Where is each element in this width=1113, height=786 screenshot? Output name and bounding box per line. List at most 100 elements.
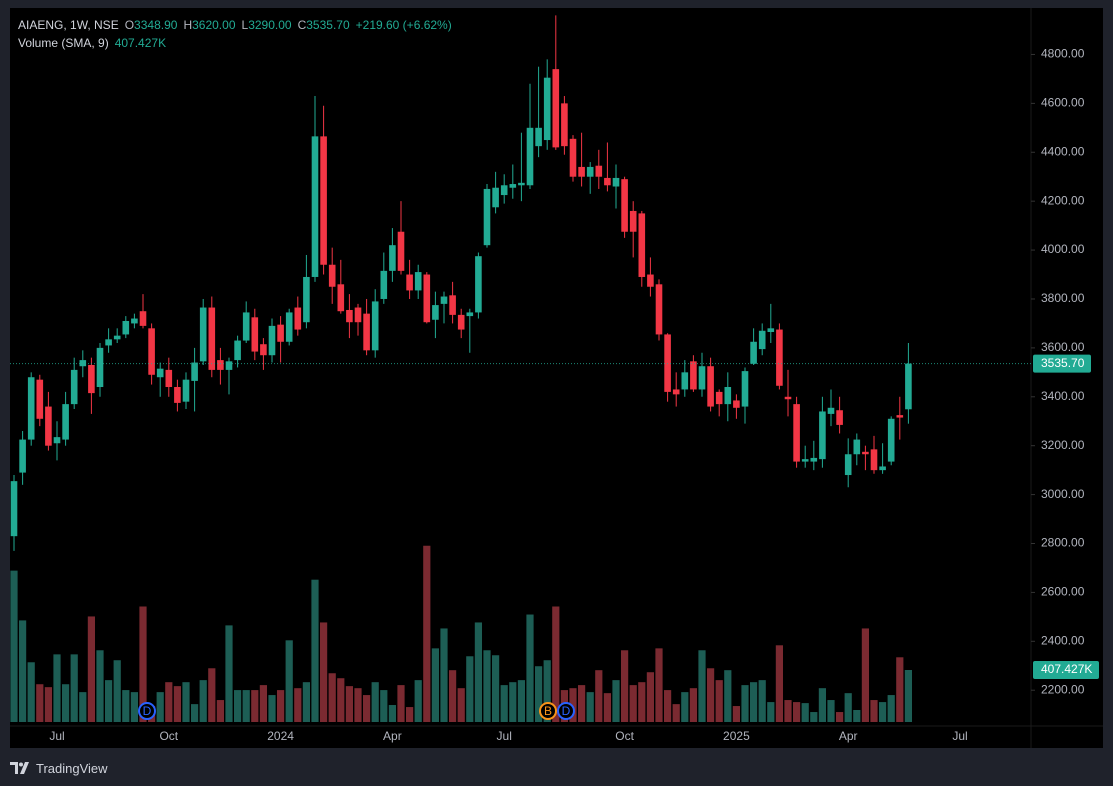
volume-bar <box>870 700 878 722</box>
y-tick-label: 4400.00 <box>1041 144 1085 158</box>
last-price-box <box>1033 354 1091 373</box>
volume-bar <box>406 707 414 722</box>
volume-bar <box>801 703 809 722</box>
volume-bar <box>586 692 594 722</box>
candle-body <box>191 362 198 381</box>
ohlc-key: H <box>183 18 193 32</box>
candle-body <box>698 366 706 390</box>
volume-bar <box>543 660 551 722</box>
volume-box <box>1033 661 1099 679</box>
volume-bar <box>466 656 474 722</box>
candle-body <box>440 296 448 304</box>
candle-body <box>647 274 654 287</box>
candle-body <box>27 377 35 440</box>
candle-body <box>509 184 517 188</box>
volume-bar <box>113 660 121 722</box>
volume-bar <box>664 690 672 722</box>
volume-bar <box>423 545 431 722</box>
volume-bar <box>844 693 852 722</box>
event-marker <box>539 702 557 720</box>
x-tick-label: Oct <box>615 729 634 743</box>
volume-bar <box>139 606 147 722</box>
candle-body <box>715 391 723 405</box>
candle-body <box>432 305 439 320</box>
volume-bar <box>552 606 560 722</box>
volume-bar <box>836 712 844 722</box>
event-marker <box>557 702 575 720</box>
candle-body <box>88 365 95 394</box>
volume-bar <box>122 690 130 722</box>
x-tick-label: Jul <box>49 729 64 743</box>
candle-body <box>827 407 835 414</box>
volume-bar <box>19 620 27 722</box>
candle-body <box>629 210 637 232</box>
candle-body <box>122 320 130 335</box>
x-tick-label: Jul <box>497 729 512 743</box>
event-marker <box>138 702 156 720</box>
volume-bar <box>62 684 70 722</box>
y-tick-label: 3800.00 <box>1041 291 1085 305</box>
candle-body <box>578 166 585 177</box>
y-tick-label: 3400.00 <box>1041 389 1085 403</box>
volume-bar <box>535 666 543 722</box>
candle-body <box>905 363 912 410</box>
last-price-label: 3535.70 <box>1041 356 1085 370</box>
candle-body <box>896 415 904 418</box>
y-tick-label: 4600.00 <box>1041 96 1085 110</box>
candle-body <box>879 466 886 471</box>
volume-bar <box>87 616 95 722</box>
volume-bar <box>182 682 190 722</box>
volume-bar <box>251 690 259 722</box>
candle-body <box>561 103 568 147</box>
event-marker-label: D <box>562 704 571 718</box>
volume-row: Volume (SMA, 9) 407.427K <box>18 34 452 52</box>
volume-bar <box>199 680 207 722</box>
candle-body <box>217 360 224 370</box>
volume-bar <box>70 654 78 722</box>
y-tick-label: 2400.00 <box>1041 633 1085 647</box>
candle-body <box>148 328 155 375</box>
candle-body <box>131 318 138 324</box>
candle-body <box>156 368 164 378</box>
volume-bar <box>173 686 181 722</box>
candle-body <box>268 325 276 356</box>
volume-bar <box>517 680 525 722</box>
volume-bar <box>216 700 224 722</box>
volume-bar <box>689 688 697 722</box>
volume-bar <box>784 700 792 722</box>
volume-bar <box>509 682 517 722</box>
volume-bar <box>612 680 620 722</box>
ohlc-value: 3535.70 <box>306 18 350 32</box>
volume-bar <box>431 648 439 722</box>
x-tick-label: 2025 <box>723 729 750 743</box>
volume-bar <box>345 686 353 722</box>
candle-body <box>758 330 766 350</box>
candle-body <box>586 166 594 177</box>
volume-bar <box>27 662 35 722</box>
candle-body <box>371 301 379 351</box>
volume-bar <box>681 692 689 722</box>
candle-body <box>526 127 534 186</box>
candle-body <box>36 379 44 419</box>
volume-bar <box>638 682 646 722</box>
candle-body <box>836 410 843 425</box>
candle-body <box>655 284 663 335</box>
candle-body <box>234 340 241 361</box>
volume-bar <box>165 682 173 722</box>
volume-bar <box>750 682 758 722</box>
candle-body <box>363 313 370 351</box>
volume-bar <box>277 690 285 722</box>
candle-body <box>449 295 456 315</box>
candle-body <box>492 187 499 208</box>
volume-bar <box>629 685 637 722</box>
volume-bar <box>302 682 310 722</box>
change: +219.60 (+6.62%) <box>355 18 452 32</box>
volume-bar <box>414 680 422 722</box>
candle-body <box>672 389 680 395</box>
candle-body <box>199 307 207 362</box>
ohlc-value: 3620.00 <box>192 18 236 32</box>
candle-body <box>294 307 302 330</box>
footer[interactable]: TradingView <box>10 758 108 778</box>
volume-bar <box>707 668 715 722</box>
